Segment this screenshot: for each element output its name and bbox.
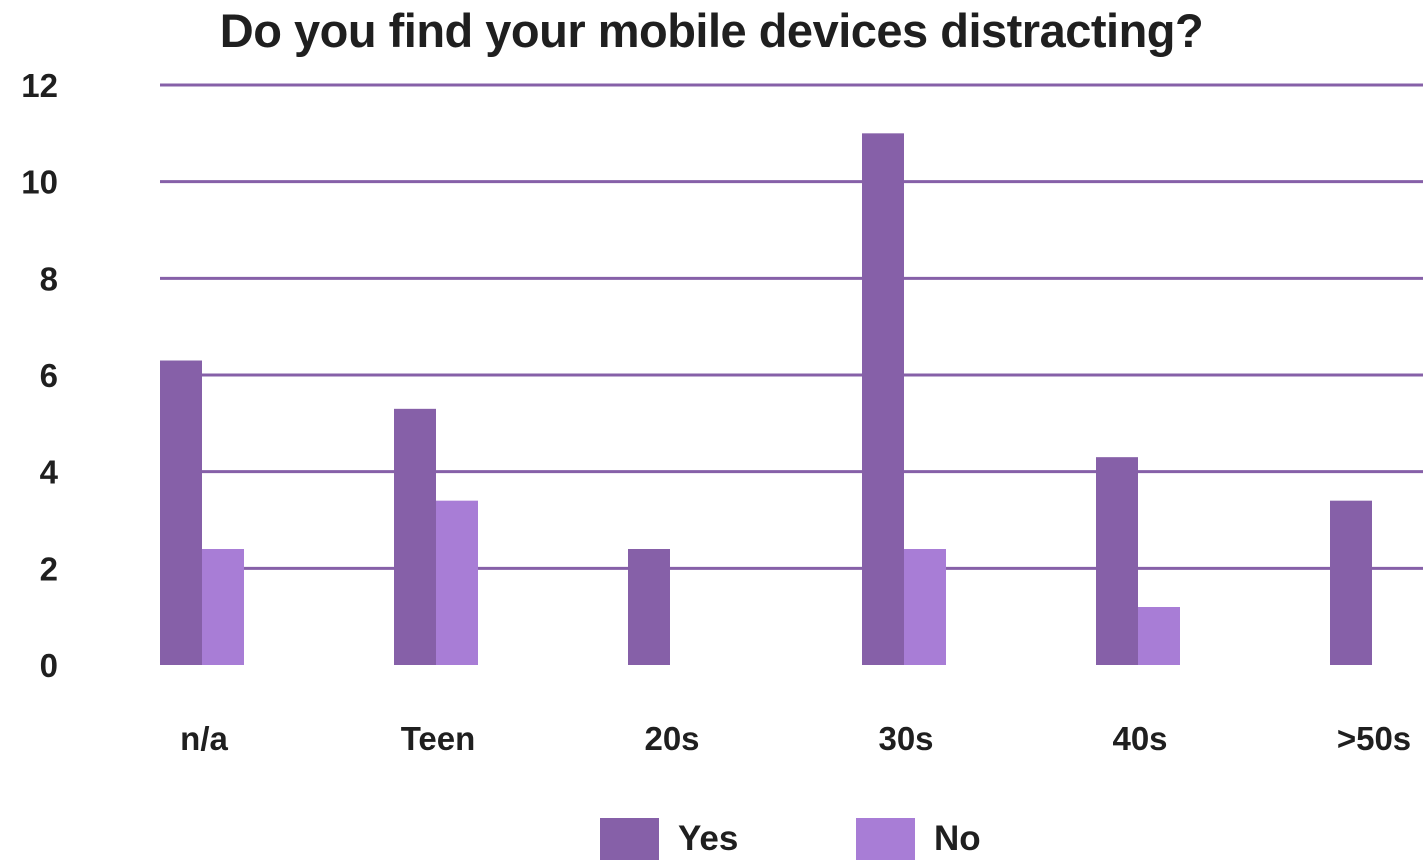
x-tick-label: 40s [1112, 720, 1167, 757]
bar-yes-0 [160, 360, 202, 665]
y-tick-label: 4 [40, 454, 59, 491]
gridlines [160, 83, 1423, 570]
legend-label-yes: Yes [678, 819, 739, 858]
x-tick-label: Teen [401, 720, 476, 757]
legend-label-no: No [934, 819, 981, 858]
x-tick-label: 20s [644, 720, 699, 757]
bar-yes-4 [1096, 457, 1138, 665]
bar-chart: 0 2 4 6 8 10 12 n/a Teen 20s 30s 40s >50s [21, 67, 1423, 757]
bar-yes-5 [1330, 500, 1372, 665]
x-tick-label: >50s [1337, 720, 1411, 757]
x-tick-label: 30s [878, 720, 933, 757]
y-tick-label: 6 [40, 357, 58, 394]
legend-swatch-yes [600, 818, 659, 860]
y-axis-ticks: 0 2 4 6 8 10 12 [21, 67, 58, 684]
y-tick-label: 8 [40, 260, 58, 297]
legend-item-yes: Yes [600, 818, 738, 860]
bar-no-4 [1138, 607, 1180, 665]
bar-yes-2 [628, 549, 670, 665]
bar-no-3 [904, 549, 946, 665]
y-tick-label: 0 [40, 647, 58, 684]
bars [160, 133, 1372, 666]
bar-yes-1 [394, 408, 436, 665]
y-tick-label: 10 [21, 164, 58, 201]
legend-swatch-no [856, 818, 915, 860]
bar-no-1 [436, 500, 478, 665]
y-tick-label: 2 [40, 550, 58, 587]
x-tick-label: n/a [180, 720, 228, 757]
chart-title: Do you find your mobile devices distract… [219, 4, 1204, 57]
y-tick-label: 12 [21, 67, 58, 104]
legend-item-no: No [856, 818, 981, 860]
x-axis-ticks: n/a Teen 20s 30s 40s >50s [180, 720, 1411, 757]
bar-yes-3 [862, 133, 904, 666]
bar-no-0 [202, 549, 244, 665]
